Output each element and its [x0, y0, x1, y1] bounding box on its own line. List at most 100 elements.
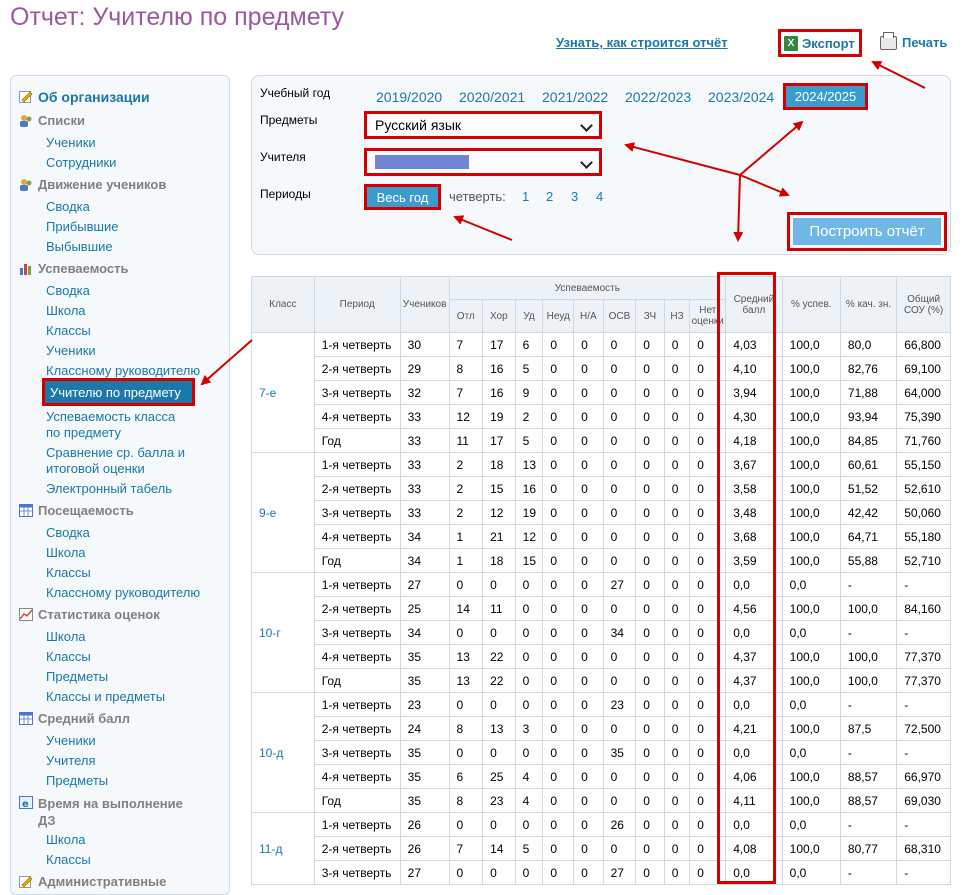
table-row: 3-я четверть 32 7 16 9 0 0 0 0 0 0 3,94 100,0 71,88 64…: [252, 380, 951, 405]
sidebar-item-subjects[interactable]: Предметы: [46, 773, 109, 788]
learn-how-link[interactable]: Узнать, как строится отчёт: [556, 35, 728, 50]
table-cell: 100,0: [781, 788, 841, 813]
col-ud: Уд: [514, 299, 544, 333]
table-cell: 24: [399, 716, 450, 741]
year-option[interactable]: 2021/2022: [542, 89, 609, 105]
table-row: 10-г 1-я четверть 27 0 0 0 0 0 27 0 0 0 0,0 0,0- -: [251, 572, 951, 693]
header-line: оценки: [691, 316, 724, 327]
sidebar-item-school[interactable]: Школа: [46, 629, 86, 644]
export-button[interactable]: X Экспорт: [778, 29, 862, 57]
sidebar-item-subjects[interactable]: Предметы: [46, 669, 109, 684]
teacher-select[interactable]: [364, 148, 602, 176]
sidebar-item-subject-teacher[interactable]: Учителю по предмету: [42, 378, 195, 406]
sidebar-item-school[interactable]: Школа: [46, 545, 86, 560]
table-cell: 6: [514, 332, 544, 357]
export-label: Экспорт: [802, 35, 855, 51]
table-cell: 100,0: [839, 644, 898, 669]
sidebar-item-teachers[interactable]: Учителя: [46, 753, 96, 768]
table-cell: 0: [663, 596, 691, 621]
quarter-option[interactable]: 4: [596, 189, 604, 204]
year-option[interactable]: 2023/2024: [708, 89, 775, 105]
table-row: 4-я четверть 33 12 19 2 0 0 0 0 0 0 4,30 100,0 93,94 7…: [252, 404, 951, 429]
table-cell: 23: [399, 692, 450, 717]
class-cell[interactable]: 11-д: [251, 812, 315, 885]
header-line: Нет: [699, 305, 717, 316]
sidebar-org[interactable]: Об организации: [19, 89, 150, 105]
pencil-note-icon: [19, 91, 33, 103]
table-cell: -: [839, 620, 898, 645]
table-cell: 0: [542, 572, 575, 597]
sidebar-item-classes-subjects[interactable]: Классы и предметы: [46, 689, 166, 704]
table-cell: 0: [573, 548, 604, 573]
table-cell: 2: [448, 500, 484, 525]
col-sou: Общий СОУ (%): [896, 276, 951, 333]
table-cell: 100,0: [781, 764, 841, 789]
table-cell: 0: [689, 404, 727, 429]
quarter-option[interactable]: 2: [546, 189, 554, 204]
report-table: Класс Период Учеников Успеваемость Средн…: [251, 276, 951, 885]
subject-select[interactable]: Русский язык: [364, 111, 602, 139]
sidebar-item-students[interactable]: Ученики: [46, 135, 96, 150]
table-cell: 0: [635, 356, 665, 381]
sidebar-item-classes[interactable]: Классы: [46, 323, 91, 338]
table-cell: 0: [663, 620, 691, 645]
quarter-option[interactable]: 3: [571, 189, 579, 204]
sidebar-item-students[interactable]: Ученики: [46, 733, 96, 748]
table-cell: 0: [542, 428, 575, 453]
print-button[interactable]: Печать: [880, 31, 947, 50]
table-cell: 16: [482, 380, 516, 405]
sidebar-item-summary[interactable]: Сводка: [46, 525, 90, 540]
table-cell: 0: [635, 476, 665, 501]
sidebar-item-students[interactable]: Ученики: [46, 343, 96, 358]
sidebar-item-electronic-report[interactable]: Электронный табель: [46, 481, 173, 496]
year-option[interactable]: 2022/2023: [625, 89, 692, 105]
table-cell: 0: [689, 692, 727, 717]
sidebar-item-staff[interactable]: Сотрудники: [46, 155, 117, 170]
sidebar-item-departed[interactable]: Выбывшие: [46, 239, 113, 254]
class-cell[interactable]: 10-г: [251, 572, 315, 693]
sidebar-item-classes[interactable]: Классы: [46, 565, 91, 580]
table-cell: 12: [514, 524, 544, 549]
sidebar-item-class-teacher[interactable]: Классному руководителю: [46, 363, 201, 378]
table-cell: 0: [602, 356, 637, 381]
sidebar-item-summary[interactable]: Сводка: [46, 283, 90, 298]
sidebar-item-class-teacher[interactable]: Классному руководителю: [46, 585, 201, 600]
table-cell: 0: [602, 668, 637, 693]
sidebar-item-school[interactable]: Школа: [46, 303, 86, 318]
chevron-down-icon: [580, 156, 593, 169]
build-report-button[interactable]: Построить отчёт: [787, 212, 947, 251]
year-option[interactable]: 2019/2020: [376, 89, 443, 105]
table-cell: 0: [602, 764, 637, 789]
table-cell: 0: [635, 404, 665, 429]
table-cell: 4,56: [725, 596, 783, 621]
class-cell[interactable]: 10-д: [251, 692, 315, 813]
table-cell: 0: [663, 836, 691, 861]
period-whole-year[interactable]: Весь год: [364, 184, 441, 210]
table-row: 2-я четверть 33 2 15 16 0 0 0 0 0 0 3,58 100,0 51,52 5…: [252, 476, 951, 501]
sidebar-item-classes[interactable]: Классы: [46, 852, 91, 867]
sidebar-item-summary[interactable]: Сводка: [46, 199, 90, 214]
users-icon: [20, 115, 32, 127]
sidebar-item-school[interactable]: Школа: [46, 832, 86, 847]
table-cell: 71,760: [896, 428, 951, 453]
table-cell: 7: [448, 836, 484, 861]
table-cell: 0: [689, 380, 727, 405]
table-cell: 25: [399, 596, 450, 621]
class-cell[interactable]: 9-е: [251, 452, 315, 573]
class-cell[interactable]: 7-е: [251, 332, 315, 453]
sidebar-item-classes[interactable]: Классы: [46, 649, 91, 664]
year-option[interactable]: 2020/2021: [459, 89, 526, 105]
sidebar-item-arrived[interactable]: Прибывшие: [46, 219, 119, 234]
table-cell: 0: [573, 812, 604, 837]
table-cell: -: [896, 812, 951, 837]
redacted-teacher-name: [375, 155, 469, 169]
table-cell: 0: [542, 380, 575, 405]
table-cell: 100,0: [781, 380, 841, 405]
sidebar-item-avg-vs-final[interactable]: Сравнение ср. балла и итоговой оценки: [46, 445, 185, 477]
table-cell: 1-я четверть: [313, 452, 401, 477]
year-option-active[interactable]: 2024/2025: [783, 83, 868, 110]
quarter-option[interactable]: 1: [522, 189, 530, 204]
table-cell: 72,500: [896, 716, 951, 741]
sidebar-item-class-subject-performance[interactable]: Успеваемость класса по предмету: [46, 409, 175, 441]
sidebar-section-avg-score: Средний балл: [19, 711, 130, 726]
